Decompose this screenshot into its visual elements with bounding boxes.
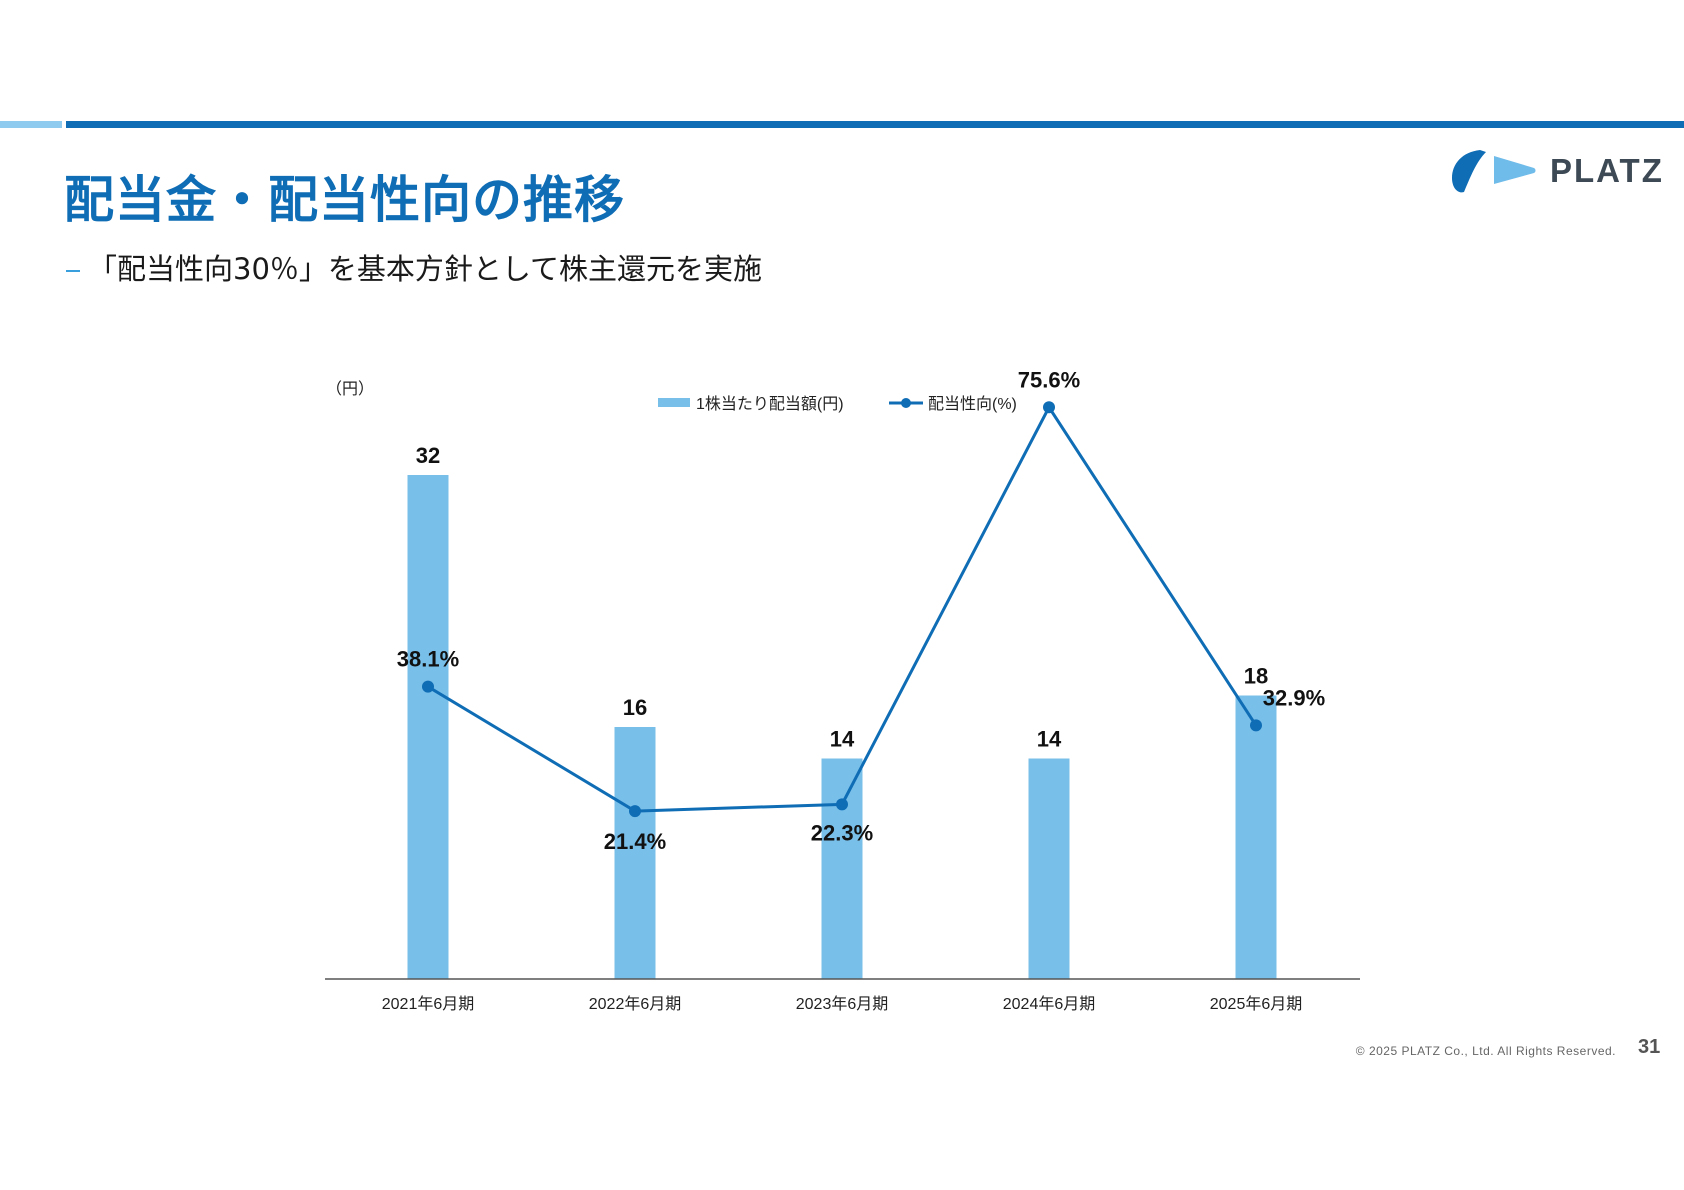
page-number: 31 (1638, 1036, 1661, 1058)
bar-3 (1028, 758, 1070, 979)
x-tick-label: 2022年6月期 (589, 995, 682, 1013)
y-unit-label: （円） (326, 380, 374, 398)
copyright: © 2025 PLATZ Co., Ltd. All Rights Reserv… (1355, 1044, 1616, 1058)
line-value-label: 75.6% (1018, 367, 1080, 392)
subtitle-dash (66, 270, 80, 272)
legend: 1株当たり配当額(円) 配当性向(%) (658, 395, 1017, 413)
bar-2 (821, 758, 863, 979)
page-title: 配当金・配当性向の推移 (64, 171, 625, 229)
x-tick-label: 2024年6月期 (1003, 995, 1096, 1013)
line-point-2 (836, 798, 848, 811)
x-tick-label: 2021年6月期 (382, 995, 475, 1013)
subtitle: 「配当性向30％」を基本方針として株主還元を実施 (88, 252, 763, 286)
logo-text: PLATZ (1550, 152, 1664, 189)
top-rule-bar (66, 121, 1684, 128)
company-logo: PLATZ (1450, 148, 1664, 194)
legend-line-marker (901, 398, 911, 408)
line-value-label: 32.9% (1263, 685, 1325, 710)
line-value-label: 38.1% (397, 647, 459, 672)
top-rule-accent (0, 121, 62, 128)
line-point-3 (1043, 401, 1055, 414)
bar-0 (407, 475, 449, 979)
line-value-label: 21.4% (604, 829, 666, 854)
line-value-label: 22.3% (811, 820, 873, 845)
line-point-1 (629, 805, 641, 818)
bar-value-label: 16 (623, 695, 647, 720)
bar-value-label: 32 (416, 443, 440, 468)
line-point-0 (422, 680, 434, 693)
legend-bar-label: 1株当たり配当額(円) (696, 395, 844, 413)
bar-4 (1235, 695, 1277, 979)
x-tick-label: 2023年6月期 (796, 995, 889, 1013)
bar-value-label: 18 (1244, 664, 1268, 689)
top-rule (0, 121, 1684, 128)
bar-1 (614, 727, 656, 979)
bar-value-label: 14 (830, 727, 855, 752)
platz-logo-icon (1452, 150, 1536, 193)
legend-line-label: 配当性向(%) (928, 395, 1017, 413)
bar-value-label: 14 (1037, 727, 1062, 752)
legend-bar-swatch (658, 398, 690, 407)
x-tick-label: 2025年6月期 (1210, 995, 1303, 1013)
subtitle-row: 「配当性向30％」を基本方針として株主還元を実施 (66, 246, 762, 288)
line-point-4 (1250, 719, 1262, 732)
